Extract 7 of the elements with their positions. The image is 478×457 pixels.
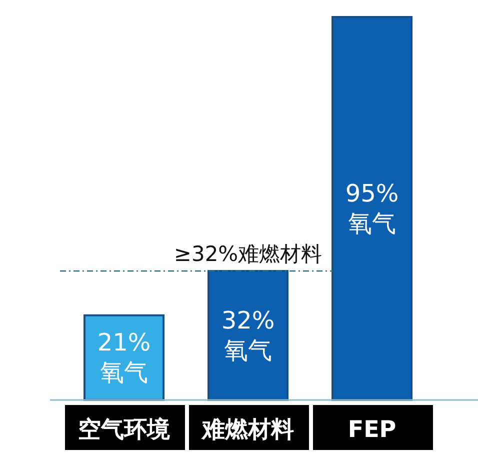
data-label: 32% 氧气	[221, 306, 275, 364]
data-label: 95% 氧气	[345, 180, 399, 238]
x-tick-label: 难燃材料	[201, 417, 294, 443]
x-tick-label: 空气环境	[78, 416, 170, 443]
ref-line-label: ≥32%难燃材料	[174, 242, 322, 266]
x-tick-label: FEP	[348, 417, 396, 443]
data-label: 21% 氧气	[97, 328, 151, 387]
